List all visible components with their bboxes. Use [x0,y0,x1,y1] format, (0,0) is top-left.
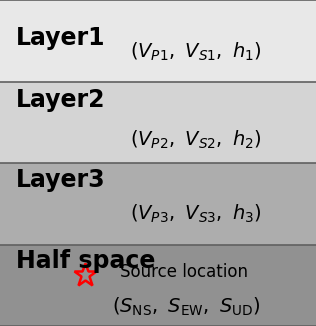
Text: $(V_{P3},\ V_{S3},\ h_3)$: $(V_{P3},\ V_{S3},\ h_3)$ [130,202,262,225]
Text: $(S_{\mathrm{NS}},\ S_{\mathrm{EW}},\ S_{\mathrm{UD}})$: $(S_{\mathrm{NS}},\ S_{\mathrm{EW}},\ S_… [112,295,261,318]
Text: $(V_{P2},\ V_{S2},\ h_2)$: $(V_{P2},\ V_{S2},\ h_2)$ [130,129,262,151]
Bar [0,82,316,163]
Text: Layer1: Layer1 [16,26,105,50]
Text: $(V_{P1},\ V_{S1},\ h_1)$: $(V_{P1},\ V_{S1},\ h_1)$ [130,41,262,63]
Bar [0,244,316,326]
Bar [0,0,316,82]
Text: Layer3: Layer3 [16,168,106,192]
Text: Half space: Half space [16,249,155,274]
Text: Source location: Source location [120,263,248,281]
Bar [0,163,316,244]
Text: Layer2: Layer2 [16,88,105,112]
